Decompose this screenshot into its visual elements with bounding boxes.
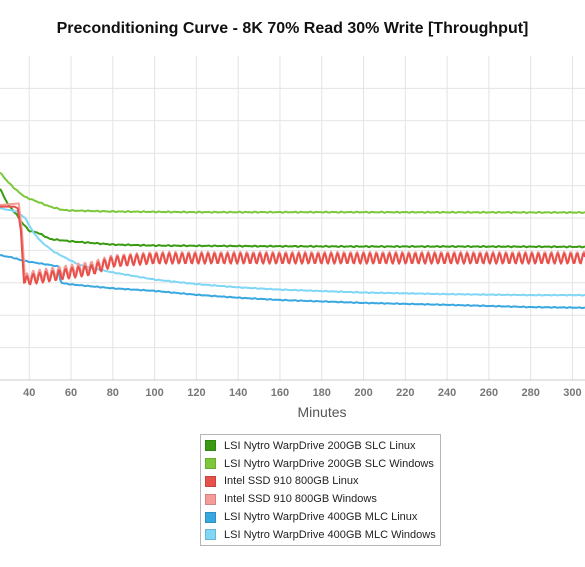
x-tick-label: 80 [107, 387, 119, 399]
x-axis: 40 60 80 100 120 140 160 180 200 220 240 260 280 300 [0, 379, 585, 399]
legend-item: LSI Nytro WarpDrive 400GB MLC Windows [205, 526, 436, 544]
x-tick-label: 100 [145, 387, 163, 399]
legend-item: LSI Nytro WarpDrive 400GB MLC Linux [205, 508, 436, 526]
series-line [0, 171, 585, 215]
x-tick-label: 160 [271, 387, 289, 399]
legend-label: LSI Nytro WarpDrive 400GB MLC Linux [224, 511, 418, 524]
series-line [0, 188, 585, 249]
x-tick-label: 300 [563, 387, 581, 399]
x-tick-label: 260 [480, 387, 498, 399]
x-tick-label: 220 [396, 387, 414, 399]
x-tick-label: 240 [438, 387, 456, 399]
legend-swatch [205, 529, 216, 541]
x-tick-label: 280 [521, 387, 539, 399]
legend-label: LSI Nytro WarpDrive 200GB SLC Windows [224, 457, 434, 470]
series-line [0, 254, 585, 310]
grid-lines [0, 56, 585, 380]
legend-item: Intel SSD 910 800GB Linux [205, 473, 436, 491]
x-tick-label: 60 [65, 387, 77, 399]
x-tick-label: 180 [313, 387, 331, 399]
series-line [0, 205, 585, 286]
x-tick-label: 120 [187, 387, 205, 399]
chart-title: Preconditioning Curve - 8K 70% Read 30% … [56, 20, 529, 37]
legend-item: Intel SSD 910 800GB Windows [205, 490, 436, 508]
legend-swatch [205, 458, 216, 470]
series-lines [0, 171, 585, 310]
legend-label: LSI Nytro WarpDrive 200GB SLC Linux [224, 439, 416, 452]
x-tick-label: 140 [229, 387, 247, 399]
legend-item: LSI Nytro WarpDrive 200GB SLC Windows [205, 455, 436, 473]
x-axis-label: Minutes [297, 404, 346, 420]
legend-swatch [205, 511, 216, 523]
legend-label: Intel SSD 910 800GB Linux [224, 475, 359, 488]
series-line [0, 207, 585, 297]
legend-swatch [205, 440, 216, 452]
legend-label: LSI Nytro WarpDrive 400GB MLC Windows [224, 528, 436, 541]
legend-swatch [205, 475, 216, 487]
x-tick-label: 40 [23, 387, 35, 399]
legend-item: LSI Nytro WarpDrive 200GB SLC Linux [205, 437, 436, 455]
chart-legend: LSI Nytro WarpDrive 200GB SLC Linux LSI N… [200, 434, 441, 546]
legend-label: Intel SSD 910 800GB Windows [224, 493, 377, 506]
x-tick-label: 200 [354, 387, 372, 399]
legend-swatch [205, 493, 216, 505]
